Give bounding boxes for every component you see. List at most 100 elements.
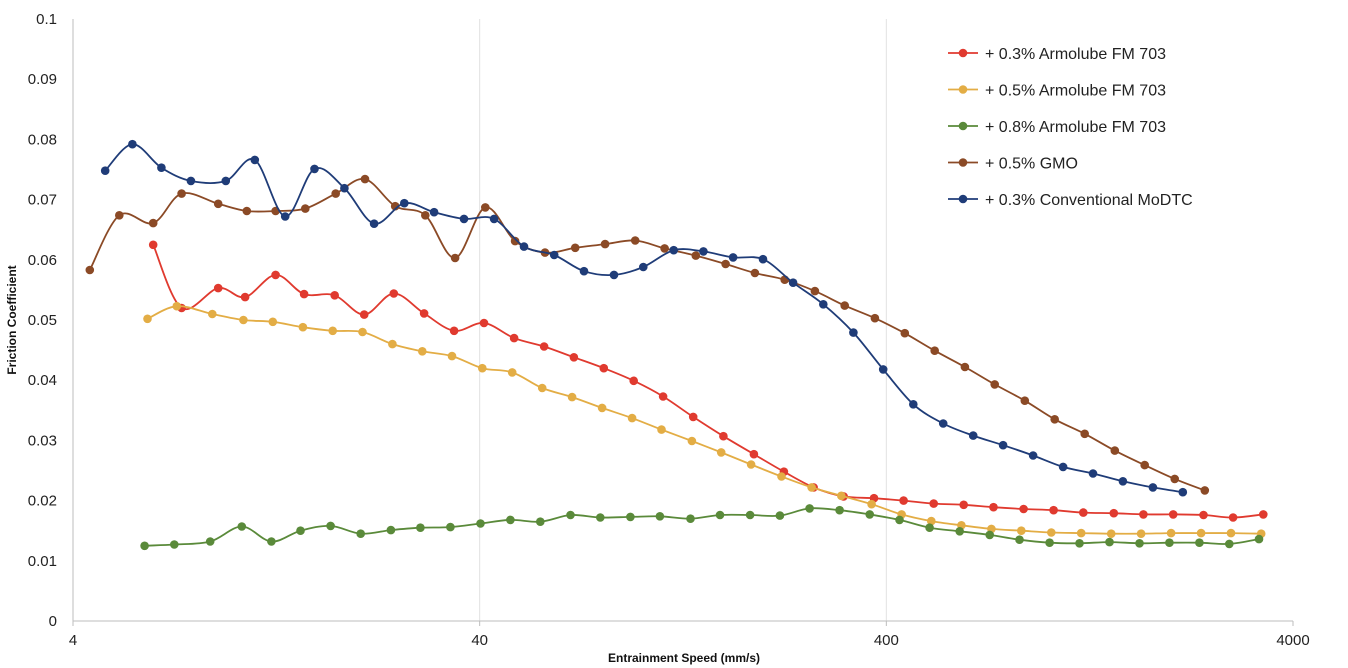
data-point: [1135, 539, 1144, 548]
data-point: [1049, 505, 1058, 515]
y-tick-label: 0.02: [28, 493, 57, 510]
data-point: [519, 242, 529, 251]
data-point: [359, 310, 369, 319]
data-point: [599, 363, 609, 373]
data-point: [609, 270, 619, 280]
data-point: [895, 515, 904, 525]
data-point: [537, 383, 547, 393]
data-point: [1199, 510, 1208, 520]
data-point: [213, 283, 223, 293]
data-point: [208, 309, 217, 319]
data-point: [749, 449, 759, 459]
data-point: [878, 365, 888, 374]
data-point: [955, 527, 964, 536]
data-point: [1118, 477, 1128, 486]
data-point: [148, 240, 158, 250]
data-point: [929, 499, 938, 508]
data-point: [867, 499, 876, 509]
data-point: [819, 300, 828, 309]
y-tick-label: 0.03: [28, 432, 57, 449]
data-point: [777, 472, 786, 481]
data-point: [691, 251, 701, 260]
data-point: [221, 176, 231, 186]
data-point: [699, 247, 708, 256]
data-point: [213, 199, 223, 209]
y-tick-label: 0: [49, 613, 57, 630]
x-tick-label: 4000: [1276, 632, 1309, 649]
y-tick-label: 0.08: [28, 131, 57, 148]
data-point: [1178, 487, 1188, 497]
data-point: [998, 440, 1008, 450]
data-point: [840, 301, 849, 310]
data-point: [177, 189, 186, 198]
data-point: [85, 265, 95, 275]
data-point: [237, 522, 247, 531]
data-point: [148, 218, 158, 228]
data-point: [746, 460, 756, 469]
data-point: [596, 513, 605, 522]
legend-item: + 0.3% Armolube FM 703: [948, 46, 1166, 63]
data-point: [1045, 538, 1054, 547]
y-tick-label: 0.06: [28, 252, 57, 269]
data-point: [990, 380, 999, 389]
data-point: [478, 363, 487, 373]
data-point: [837, 491, 846, 501]
data-point: [549, 250, 559, 260]
x-tick-label: 40: [471, 632, 488, 649]
data-point: [719, 431, 728, 441]
data-point: [968, 431, 978, 440]
data-point: [1017, 526, 1026, 535]
data-point: [1015, 535, 1024, 544]
data-point: [657, 425, 666, 434]
data-point: [629, 376, 638, 386]
data-point: [421, 211, 430, 220]
data-point: [186, 176, 196, 186]
data-point: [655, 512, 665, 521]
data-point: [1228, 513, 1238, 522]
data-point: [930, 346, 939, 356]
data-point: [205, 537, 215, 546]
data-point: [745, 510, 755, 520]
data-point: [250, 155, 260, 165]
y-axis-title: Friction Coefficient: [5, 265, 19, 374]
data-point: [447, 351, 457, 361]
data-point: [1047, 528, 1056, 537]
data-point: [1200, 486, 1210, 495]
data-point: [419, 309, 429, 318]
data-point: [271, 270, 280, 280]
data-point: [569, 353, 579, 362]
data-point: [536, 517, 545, 526]
data-point: [280, 212, 290, 221]
data-point: [938, 419, 948, 428]
y-tick-label: 0.1: [36, 11, 57, 28]
data-point: [775, 511, 785, 520]
data-point: [1058, 462, 1068, 472]
data-point: [268, 317, 278, 327]
data-point: [509, 333, 519, 343]
data-point: [242, 206, 252, 216]
data-point: [400, 198, 409, 208]
data-point: [927, 516, 936, 526]
data-point: [900, 328, 910, 338]
data-point: [416, 523, 425, 532]
data-point: [1254, 534, 1264, 544]
data-point: [688, 412, 698, 422]
data-point: [1139, 510, 1148, 519]
data-point: [1148, 483, 1158, 492]
legend-item: + 0.5% Armolube FM 703: [948, 83, 1166, 100]
data-point: [115, 211, 124, 220]
data-point: [1076, 528, 1086, 538]
data-point: [360, 174, 370, 184]
series-3: [140, 504, 1264, 551]
series-5: [100, 139, 1188, 497]
data-point: [330, 291, 340, 300]
data-point: [835, 505, 844, 515]
data-point: [686, 514, 695, 523]
data-point: [985, 530, 994, 540]
data-point: [925, 523, 934, 532]
data-point: [721, 259, 730, 269]
data-point: [1105, 537, 1114, 547]
data-point: [1195, 538, 1204, 547]
data-point: [418, 347, 427, 356]
